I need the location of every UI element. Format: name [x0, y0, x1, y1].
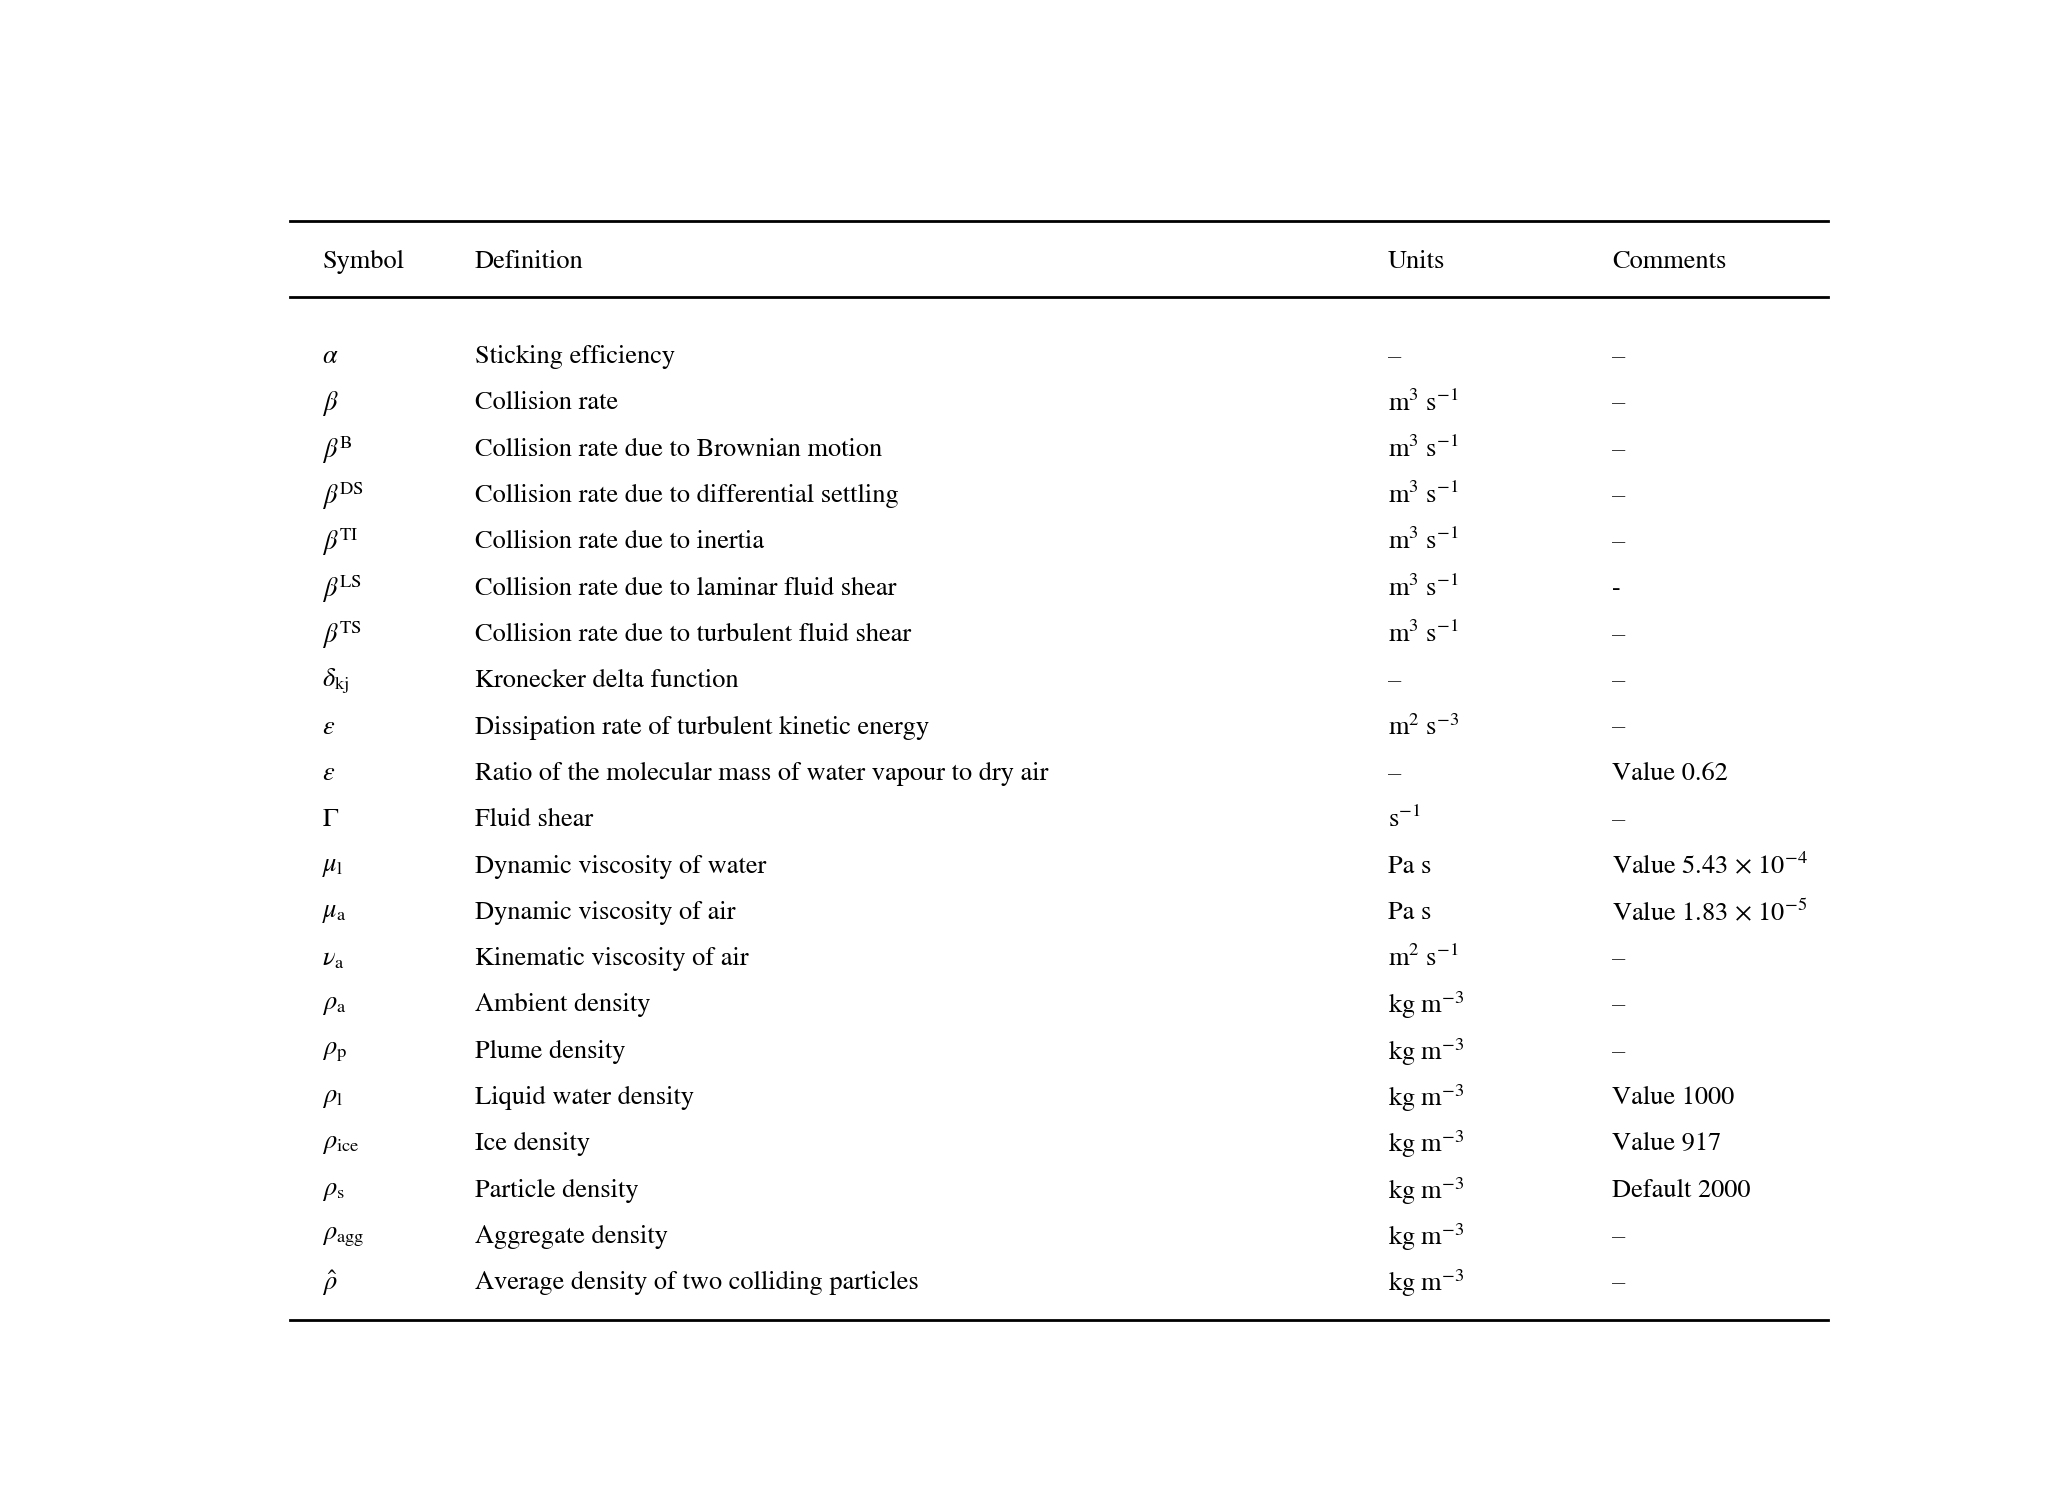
- Text: Value 5.43 $\times$ 10$^{-4}$: Value 5.43 $\times$ 10$^{-4}$: [1612, 853, 1809, 880]
- Text: Pa s: Pa s: [1387, 901, 1430, 925]
- Text: kg m$^{-3}$: kg m$^{-3}$: [1387, 1267, 1463, 1299]
- Text: $\mu_{\mathrm{l}}$: $\mu_{\mathrm{l}}$: [322, 854, 343, 879]
- Text: –: –: [1387, 669, 1401, 693]
- Text: $\rho_{\mathrm{ice}}$: $\rho_{\mathrm{ice}}$: [322, 1132, 360, 1156]
- Text: –: –: [1612, 1272, 1625, 1296]
- Text: –: –: [1612, 1040, 1625, 1064]
- Text: Kinematic viscosity of air: Kinematic viscosity of air: [475, 946, 748, 971]
- Text: $\rho_{\mathrm{p}}$: $\rho_{\mathrm{p}}$: [322, 1040, 347, 1064]
- Text: –: –: [1612, 946, 1625, 971]
- Text: $\rho_{\mathrm{agg}}$: $\rho_{\mathrm{agg}}$: [322, 1225, 366, 1249]
- Text: Collision rate due to inertia: Collision rate due to inertia: [475, 530, 765, 555]
- Text: Collision rate due to differential settling: Collision rate due to differential settl…: [475, 484, 899, 508]
- Text: -: -: [1612, 577, 1621, 601]
- Text: m$^3$ s$^{-1}$: m$^3$ s$^{-1}$: [1387, 622, 1459, 648]
- Text: Ambient density: Ambient density: [475, 993, 649, 1017]
- Text: $\beta^{\mathrm{LS}}$: $\beta^{\mathrm{LS}}$: [322, 573, 362, 604]
- Text: Plume density: Plume density: [475, 1040, 624, 1064]
- Text: Value 0.62: Value 0.62: [1612, 763, 1728, 787]
- Text: Liquid water density: Liquid water density: [475, 1087, 695, 1111]
- Text: Collision rate due to turbulent fluid shear: Collision rate due to turbulent fluid sh…: [475, 622, 912, 647]
- Text: –: –: [1612, 669, 1625, 693]
- Text: Symbol: Symbol: [322, 250, 405, 274]
- Text: Definition: Definition: [475, 250, 583, 274]
- Text: $\beta^{\mathrm{TI}}$: $\beta^{\mathrm{TI}}$: [322, 526, 360, 558]
- Text: –: –: [1612, 345, 1625, 369]
- Text: m$^3$ s$^{-1}$: m$^3$ s$^{-1}$: [1387, 529, 1459, 556]
- Text: Default 2000: Default 2000: [1612, 1178, 1751, 1203]
- Text: m$^3$ s$^{-1}$: m$^3$ s$^{-1}$: [1387, 576, 1459, 601]
- Text: Pa s: Pa s: [1387, 854, 1430, 879]
- Text: Dynamic viscosity of air: Dynamic viscosity of air: [475, 901, 736, 925]
- Text: –: –: [1612, 392, 1625, 416]
- Text: m$^3$ s$^{-1}$: m$^3$ s$^{-1}$: [1387, 482, 1459, 509]
- Text: $\hat{\rho}$: $\hat{\rho}$: [322, 1269, 339, 1298]
- Text: Dissipation rate of turbulent kinetic energy: Dissipation rate of turbulent kinetic en…: [475, 716, 928, 740]
- Text: $\beta$: $\beta$: [322, 389, 339, 417]
- Text: Dynamic viscosity of water: Dynamic viscosity of water: [475, 854, 767, 879]
- Text: $\beta^{\mathrm{DS}}$: $\beta^{\mathrm{DS}}$: [322, 481, 364, 512]
- Text: –: –: [1387, 345, 1401, 369]
- Text: kg m$^{-3}$: kg m$^{-3}$: [1387, 1129, 1463, 1160]
- Text: Ice density: Ice density: [475, 1132, 589, 1156]
- Text: $\alpha$: $\alpha$: [322, 345, 339, 369]
- Text: Value 917: Value 917: [1612, 1132, 1722, 1156]
- Text: m$^2$ s$^{-3}$: m$^2$ s$^{-3}$: [1387, 714, 1459, 740]
- Text: kg m$^{-3}$: kg m$^{-3}$: [1387, 1175, 1463, 1207]
- Text: $\rho_{\mathrm{l}}$: $\rho_{\mathrm{l}}$: [322, 1087, 343, 1111]
- Text: –: –: [1612, 808, 1625, 832]
- Text: –: –: [1612, 437, 1625, 461]
- Text: Kronecker delta function: Kronecker delta function: [475, 669, 738, 693]
- Text: Average density of two colliding particles: Average density of two colliding particl…: [475, 1272, 918, 1296]
- Text: –: –: [1612, 993, 1625, 1017]
- Text: m$^3$ s$^{-1}$: m$^3$ s$^{-1}$: [1387, 437, 1459, 463]
- Text: –: –: [1612, 1225, 1625, 1249]
- Text: Comments: Comments: [1612, 250, 1726, 274]
- Text: kg m$^{-3}$: kg m$^{-3}$: [1387, 1082, 1463, 1114]
- Text: $\rho_{\mathrm{a}}$: $\rho_{\mathrm{a}}$: [322, 993, 347, 1017]
- Text: $\delta_{\mathrm{kj}}$: $\delta_{\mathrm{kj}}$: [322, 666, 349, 696]
- Text: $\epsilon$: $\epsilon$: [322, 716, 335, 740]
- Text: kg m$^{-3}$: kg m$^{-3}$: [1387, 1035, 1463, 1067]
- Text: $\mu_{\mathrm{a}}$: $\mu_{\mathrm{a}}$: [322, 901, 347, 925]
- Text: Units: Units: [1387, 250, 1445, 274]
- Text: –: –: [1387, 763, 1401, 787]
- Text: kg m$^{-3}$: kg m$^{-3}$: [1387, 1221, 1463, 1252]
- Text: $\Gamma$: $\Gamma$: [322, 808, 339, 832]
- Text: $\beta^{\mathrm{TS}}$: $\beta^{\mathrm{TS}}$: [322, 619, 362, 651]
- Text: $\rho_{\mathrm{s}}$: $\rho_{\mathrm{s}}$: [322, 1178, 345, 1203]
- Text: Fluid shear: Fluid shear: [475, 808, 593, 832]
- Text: Collision rate due to laminar fluid shear: Collision rate due to laminar fluid shea…: [475, 577, 895, 601]
- Text: Sticking efficiency: Sticking efficiency: [475, 345, 674, 369]
- Text: –: –: [1612, 716, 1625, 740]
- Text: $\nu_{\mathrm{a}}$: $\nu_{\mathrm{a}}$: [322, 946, 345, 971]
- Text: kg m$^{-3}$: kg m$^{-3}$: [1387, 990, 1463, 1022]
- Text: Aggregate density: Aggregate density: [475, 1225, 668, 1249]
- Text: Value 1000: Value 1000: [1612, 1087, 1734, 1111]
- Text: Particle density: Particle density: [475, 1178, 639, 1203]
- Text: Collision rate due to Brownian motion: Collision rate due to Brownian motion: [475, 437, 883, 461]
- Text: –: –: [1612, 484, 1625, 508]
- Text: m$^2$ s$^{-1}$: m$^2$ s$^{-1}$: [1387, 946, 1459, 972]
- Text: Ratio of the molecular mass of water vapour to dry air: Ratio of the molecular mass of water vap…: [475, 763, 1048, 787]
- Text: s$^{-1}$: s$^{-1}$: [1387, 808, 1420, 833]
- Text: m$^3$ s$^{-1}$: m$^3$ s$^{-1}$: [1387, 390, 1459, 416]
- Text: $\beta^{\mathrm{B}}$: $\beta^{\mathrm{B}}$: [322, 434, 353, 466]
- Text: $\varepsilon$: $\varepsilon$: [322, 763, 335, 787]
- Text: –: –: [1612, 622, 1625, 647]
- Text: Collision rate: Collision rate: [475, 392, 618, 416]
- Text: –: –: [1612, 530, 1625, 555]
- Text: Value 1.83 $\times$ 10$^{-5}$: Value 1.83 $\times$ 10$^{-5}$: [1612, 900, 1807, 927]
